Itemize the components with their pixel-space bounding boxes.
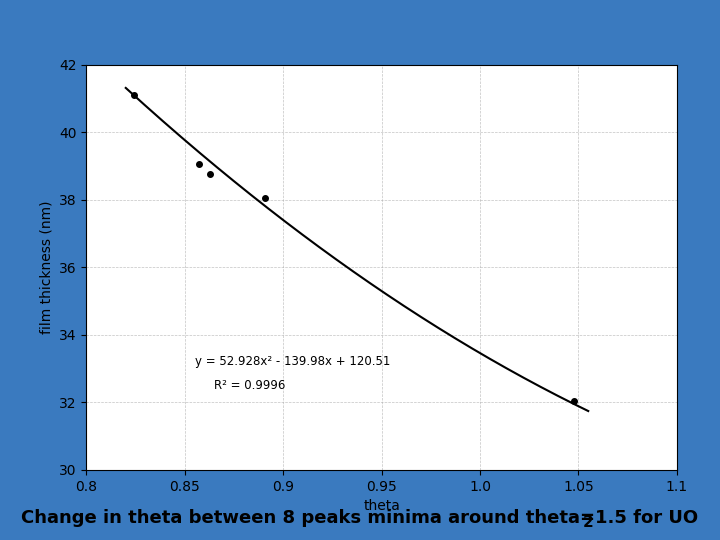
Y-axis label: film thickness (nm): film thickness (nm) — [40, 200, 53, 334]
Text: R² = 0.9996: R² = 0.9996 — [215, 379, 286, 392]
Text: y = 52.928x² - 139.98x + 120.51: y = 52.928x² - 139.98x + 120.51 — [194, 355, 390, 368]
Text: Change in theta between 8 peaks minima around theta=1.5 for UO: Change in theta between 8 peaks minima a… — [22, 509, 698, 528]
X-axis label: theta: theta — [363, 499, 400, 513]
Text: 2: 2 — [583, 515, 593, 530]
